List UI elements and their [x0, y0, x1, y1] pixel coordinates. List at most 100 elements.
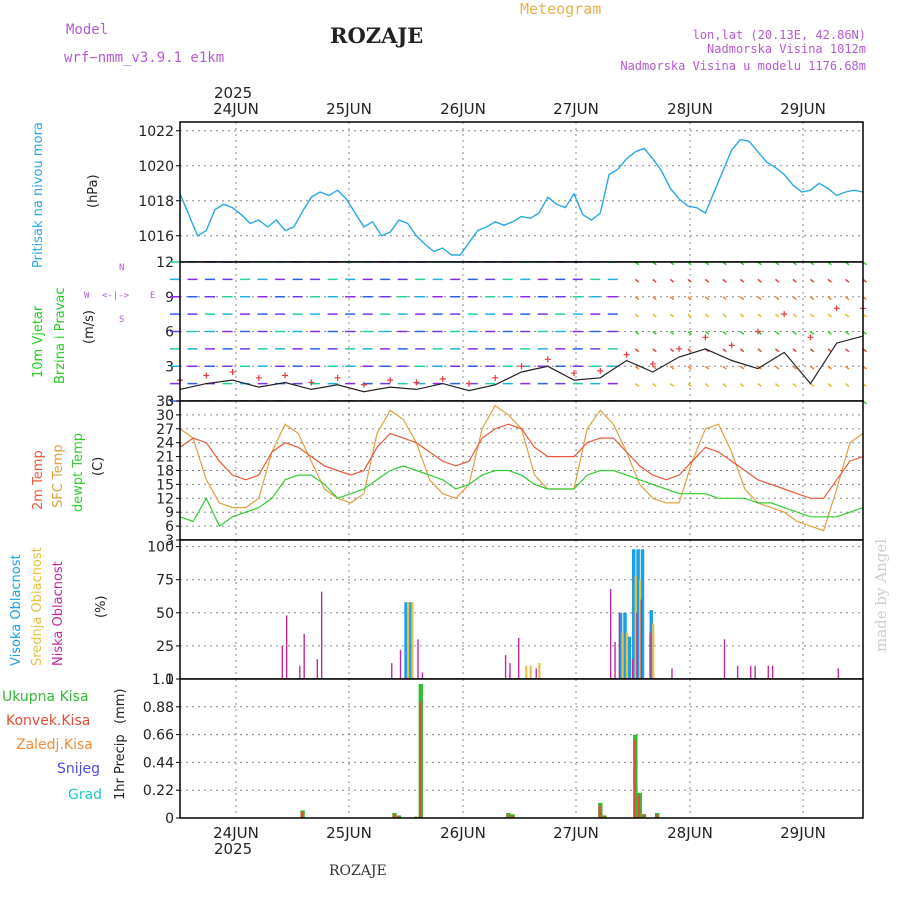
- cloud-low-bar: [631, 659, 634, 679]
- cloud-low-bar: [421, 672, 424, 679]
- y-tick-label: 50: [156, 606, 174, 622]
- day-label-top: 24JUN: [213, 100, 259, 118]
- precip-unit: (mm): [113, 689, 128, 724]
- wind-arrow: [845, 278, 850, 283]
- y-tick-label: 75: [156, 573, 174, 589]
- wind-arrow: [774, 278, 780, 283]
- temp-2m-line: [179, 423, 864, 499]
- wind-arrow: [739, 313, 745, 318]
- temp-label-dewpt: dewpt Temp: [71, 433, 86, 512]
- wind-arrow: [739, 348, 745, 353]
- precip-conv-bar: [397, 815, 400, 818]
- wind-arrow: [722, 278, 727, 283]
- dewpoint-line: [179, 465, 864, 528]
- cloud-high-bar: [408, 602, 413, 679]
- wind-arrow: [827, 278, 832, 283]
- cloud-low-bar: [303, 633, 305, 679]
- wind-arrow: [739, 296, 745, 301]
- day-label-bottom: 29JUN: [780, 824, 826, 842]
- wind-arrow: [652, 348, 657, 353]
- wind-arrow: [845, 313, 850, 318]
- compass-e: E: [150, 291, 155, 301]
- pressure-line: [179, 138, 864, 256]
- compass-s: S: [119, 315, 124, 325]
- cloud-low-bar: [671, 668, 673, 679]
- y-tick-label: 12: [156, 491, 174, 507]
- y-tick-label: 0: [165, 811, 174, 827]
- cloud-mid-bar: [538, 663, 541, 679]
- wind-arrow: [774, 383, 780, 388]
- cloud-low-bar: [316, 659, 319, 679]
- wind-arrow: [809, 296, 815, 301]
- wind-arrow: [774, 330, 780, 335]
- cloud-low-bar: [391, 663, 393, 679]
- wind-arrow: [827, 296, 832, 301]
- wind-arrow: [827, 365, 832, 370]
- wind-arrow: [845, 330, 850, 335]
- pressure-panel: 1016 1018 1020 1022: [138, 121, 864, 263]
- wind-gust-point: [308, 379, 315, 386]
- y-tick-label: 30: [156, 408, 174, 424]
- wind-gust-point: [676, 345, 683, 352]
- precip-conv-bar: [642, 814, 645, 818]
- cloud-label-high: Visoka Oblacnost: [9, 554, 24, 666]
- wind-gust-point: [255, 374, 262, 381]
- y-tick-label: 12: [156, 255, 174, 271]
- wind-arrow: [792, 313, 797, 318]
- cloud-low-bar: [504, 655, 507, 679]
- precip-conv-bar: [598, 805, 601, 818]
- wind-gust-point: [833, 305, 840, 312]
- day-label-bottom: 24JUN: [213, 824, 259, 842]
- cloud-low-bar: [299, 665, 301, 679]
- cloud-high-bar: [623, 612, 627, 679]
- precip-legend-total: Ukupna Kisa: [2, 689, 89, 705]
- wind-gust-point: [282, 372, 289, 379]
- wind-arrow: [722, 313, 727, 318]
- y-tick-label: 1016: [138, 229, 174, 245]
- wind-gust-point: [623, 351, 630, 358]
- wind-gust-point: [203, 372, 210, 379]
- wind-arrow: [652, 296, 657, 301]
- wind-arrow: [845, 365, 850, 370]
- wind-arrow: [827, 330, 832, 335]
- panel-bg: [180, 122, 863, 262]
- watermark: made by Angel: [872, 539, 890, 652]
- y-tick-label: 1.1: [152, 672, 174, 688]
- wind-arrow: [792, 330, 797, 335]
- wind-gust-point: [544, 356, 551, 363]
- y-tick-label: 0.66: [143, 728, 174, 744]
- wind-arrow: [809, 348, 815, 353]
- day-labels-top: 24JUN 25JUN 26JUN 27JUN 28JUN 29JUN: [213, 100, 826, 118]
- wind-arrow: [739, 278, 745, 283]
- wind-arrow: [792, 348, 797, 353]
- cloud-high-bar: [649, 610, 653, 679]
- y-tick-label: 24: [156, 436, 174, 452]
- cloud-mid-bar: [625, 632, 629, 679]
- wind-panel: 0 3 6 9 12: [156, 255, 867, 410]
- y-tick-label: 3: [165, 359, 174, 375]
- wind-arrow: [669, 296, 675, 301]
- cloud-low-bar: [767, 665, 769, 679]
- cloud-high-bar: [618, 612, 623, 679]
- y-tick-label: 18: [156, 464, 174, 480]
- cloud-low-bar: [417, 639, 419, 679]
- wind-arrow: [704, 330, 710, 335]
- wind-arrow: [652, 330, 657, 335]
- wind-arrow: [704, 296, 710, 301]
- product-title: Meteogram: [520, 0, 601, 18]
- wind-arrow: [774, 365, 780, 370]
- wind-arrow: [739, 383, 745, 388]
- wind-gust-point: [518, 363, 525, 370]
- cloud-label-mid: Srednja Oblacnost: [30, 547, 45, 666]
- panel-bg: [180, 540, 863, 679]
- wind-arrow: [757, 348, 762, 353]
- panel-border: [179, 678, 864, 819]
- wind-gust-point: [465, 380, 472, 387]
- wind-arrow: [704, 383, 710, 388]
- wind-gust-point: [387, 377, 394, 384]
- wind-arrow: [687, 365, 692, 370]
- wind-arrow: [739, 365, 745, 370]
- wind-arrow: [792, 383, 797, 388]
- y-tick-label: 0.88: [143, 700, 174, 716]
